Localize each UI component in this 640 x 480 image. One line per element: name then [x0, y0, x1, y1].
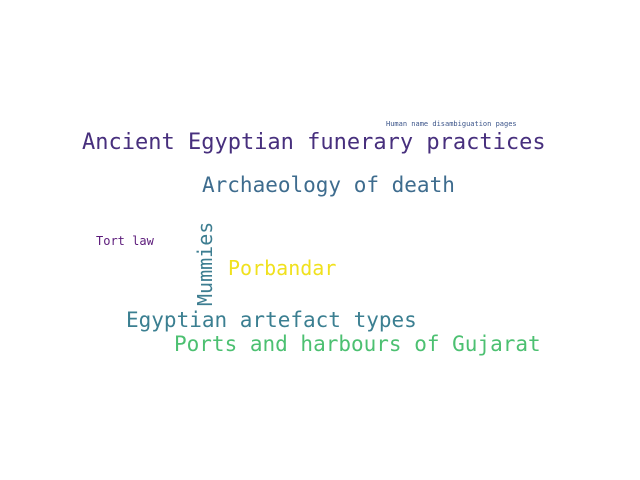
word-ports-and-harbours-of-gujarat: Ports and harbours of Gujarat: [174, 332, 541, 356]
word-porbandar: Porbandar: [228, 256, 337, 280]
word-mummies: Mummies: [193, 221, 217, 306]
word-ancient-egyptian-funerary-practices: Ancient Egyptian funerary practices: [82, 130, 546, 155]
word-tort-law: Tort law: [96, 234, 154, 248]
word-archaeology-of-death: Archaeology of death: [202, 173, 455, 197]
word-egyptian-artefact-types: Egyptian artefact types: [126, 308, 417, 332]
word-human-name-disambiguation-pages: Human name disambiguation pages: [386, 120, 517, 128]
